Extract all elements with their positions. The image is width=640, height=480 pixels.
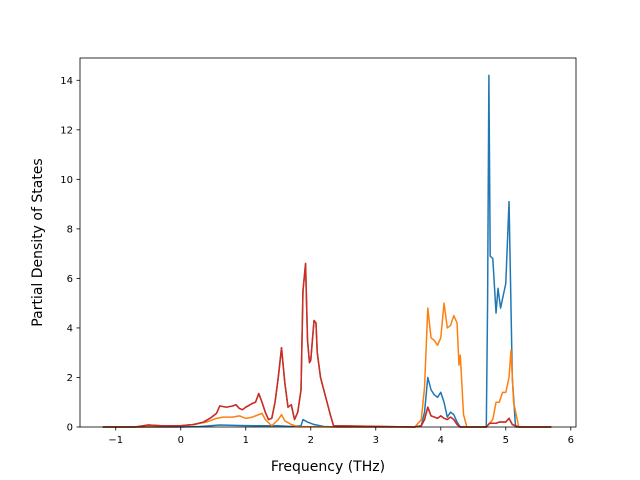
y-tick-label: 10 bbox=[60, 175, 73, 186]
axes-frame bbox=[79, 57, 577, 428]
y-tick-label: 12 bbox=[60, 125, 73, 136]
x-tick-label: 4 bbox=[438, 435, 444, 446]
y-axis-label: Partial Density of States bbox=[30, 158, 46, 326]
x-tick-label: 5 bbox=[503, 435, 509, 446]
x-tick-label: 0 bbox=[178, 435, 184, 446]
x-tick-label: 1 bbox=[243, 435, 249, 446]
y-tick-label: 14 bbox=[60, 76, 73, 87]
x-axis: −1 0 1 2 3 4 5 6 bbox=[108, 427, 574, 446]
y-axis: 0 2 4 6 8 10 12 14 bbox=[60, 76, 80, 434]
series-line-1 bbox=[102, 74, 552, 428]
y-tick-label: 4 bbox=[67, 323, 73, 334]
y-tick-label: 0 bbox=[67, 423, 73, 434]
y-tick-label: 8 bbox=[67, 224, 73, 235]
y-tick-label: 2 bbox=[67, 373, 73, 384]
x-axis-label: Frequency (THz) bbox=[271, 459, 385, 475]
y-tick-label: 6 bbox=[67, 274, 73, 285]
series-line-2 bbox=[102, 302, 552, 428]
x-tick-label: −1 bbox=[108, 435, 123, 446]
plot-area bbox=[102, 74, 552, 428]
x-tick-label: 2 bbox=[308, 435, 314, 446]
x-tick-label: 3 bbox=[373, 435, 379, 446]
x-tick-label: 6 bbox=[568, 435, 574, 446]
series-line-4 bbox=[102, 262, 552, 428]
